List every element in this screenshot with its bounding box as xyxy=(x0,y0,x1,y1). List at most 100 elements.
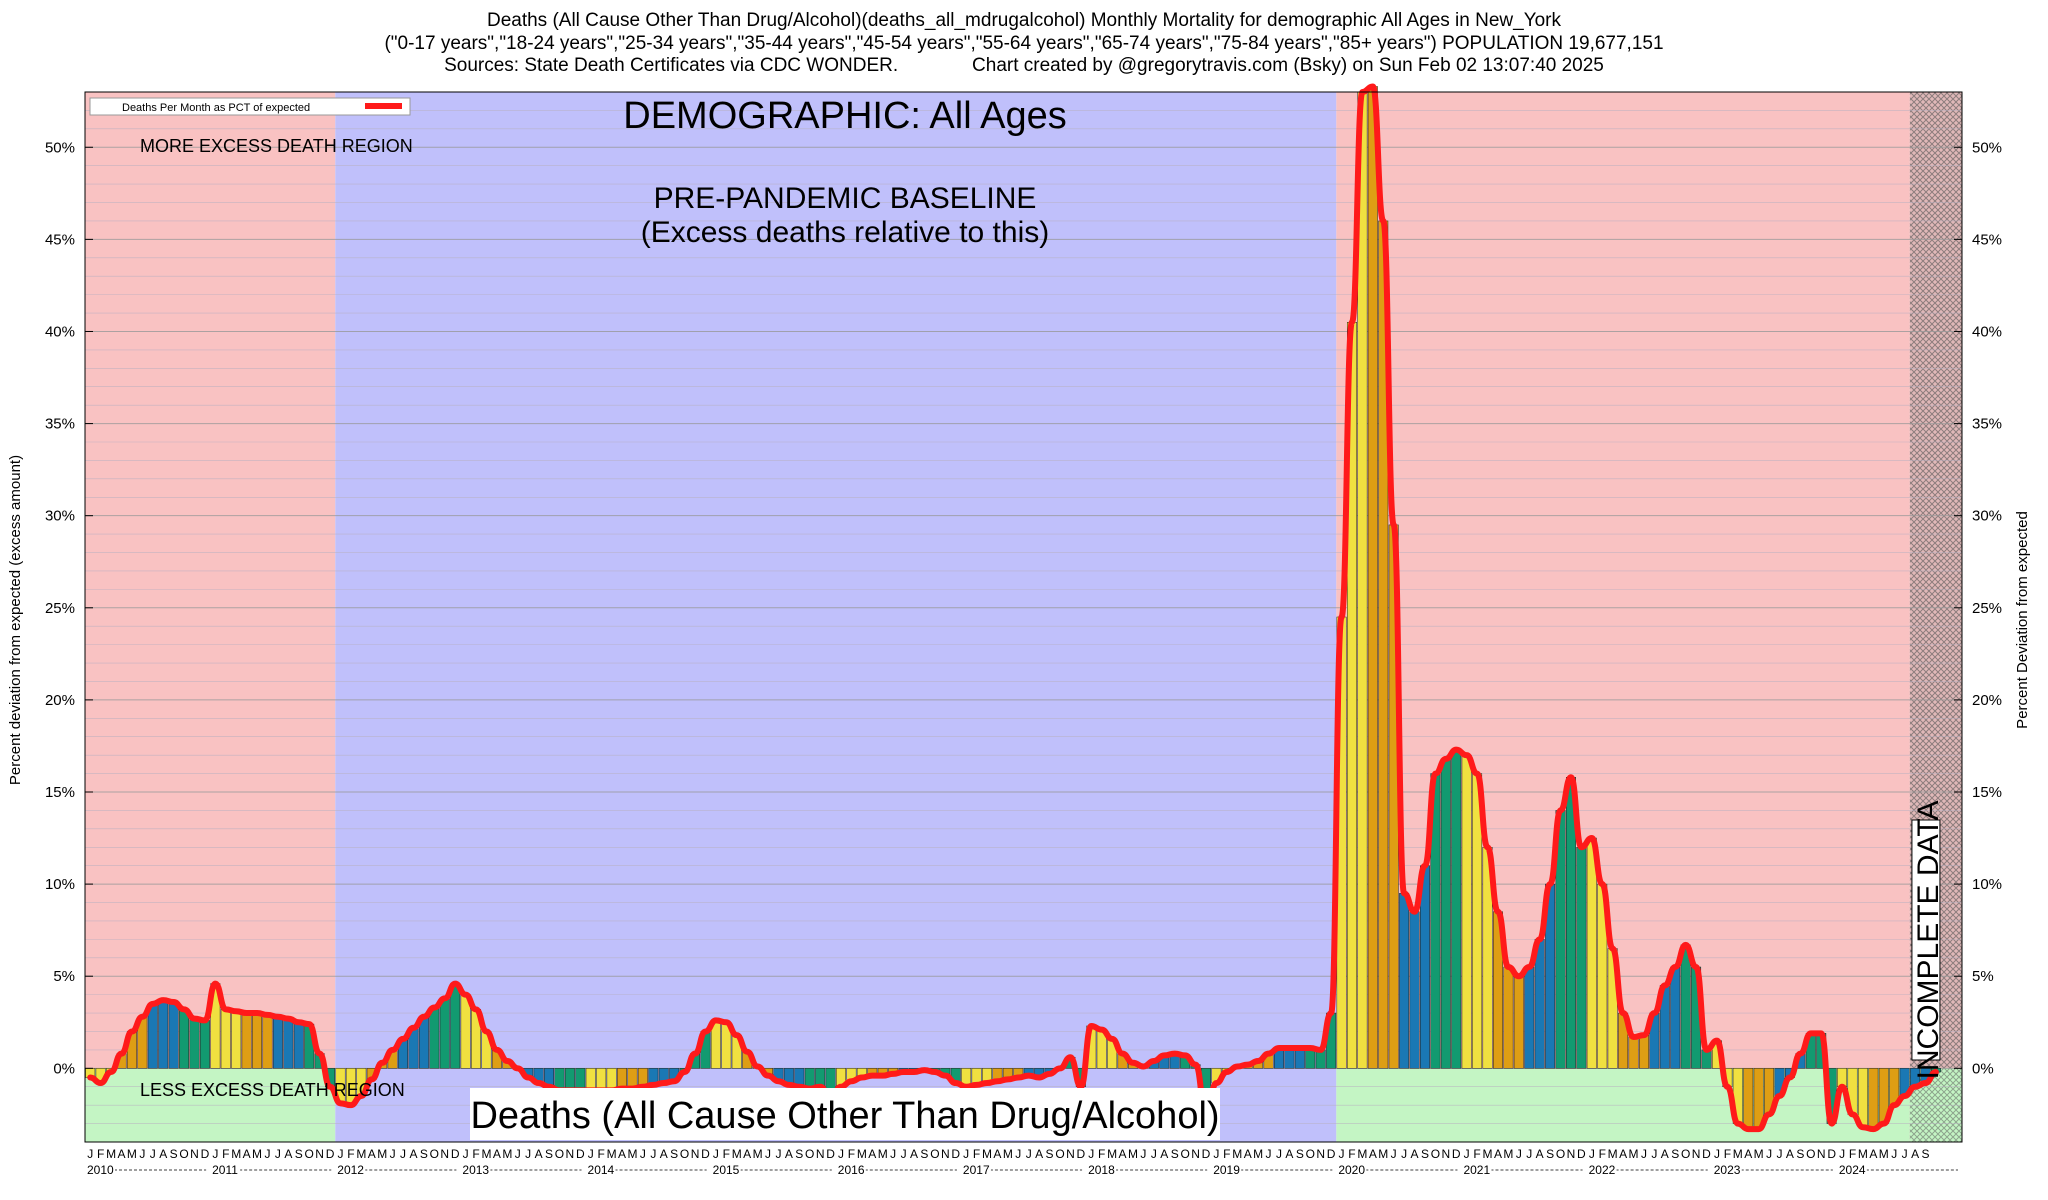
x-year-label-bg xyxy=(1211,1163,1242,1176)
y-tick-label-right: 35% xyxy=(1972,416,2002,433)
x-month-label: M xyxy=(607,1147,617,1161)
x-year-label-bg xyxy=(710,1163,741,1176)
incomplete-data-label: INCOMPLETE DATA xyxy=(1912,801,1945,1080)
x-year-label: 2019 xyxy=(1213,1163,1240,1177)
x-month-label: S xyxy=(1046,1147,1054,1161)
x-month-label: M xyxy=(1879,1147,1889,1161)
x-month-label: F xyxy=(347,1147,354,1161)
more-excess-region-label: MORE EXCESS DEATH REGION xyxy=(140,136,413,156)
less-excess-region-label: LESS EXCESS DEATH REGION xyxy=(140,1080,405,1100)
x-month-label: N xyxy=(566,1147,575,1161)
y-tick-label-left: 40% xyxy=(45,323,75,340)
x-year-label: 2013 xyxy=(462,1163,489,1177)
x-month-label: S xyxy=(1921,1147,1929,1161)
data-bar xyxy=(262,1014,273,1069)
x-month-label: M xyxy=(1357,1147,1367,1161)
x-month-label: J xyxy=(1213,1147,1219,1161)
demographic-label: DEMOGRAPHIC: All Ages xyxy=(623,95,1066,137)
chart-title-line-1: Deaths (All Cause Other Than Drug/Alcoho… xyxy=(486,10,1562,31)
x-month-label: J xyxy=(1401,1147,1407,1161)
x-month-label: F xyxy=(1724,1147,1731,1161)
x-month-label: S xyxy=(1671,1147,1679,1161)
x-month-label: J xyxy=(1839,1147,1845,1161)
data-bar xyxy=(1294,1047,1305,1069)
y-tick-label-right: 50% xyxy=(1972,139,2002,156)
x-month-label: J xyxy=(1151,1147,1157,1161)
x-month-label: A xyxy=(1035,1147,1043,1161)
y-axis-label-left: Percent deviation from expected (excess … xyxy=(7,455,24,785)
x-year-label: 2021 xyxy=(1463,1163,1490,1177)
x-month-label: N xyxy=(1316,1147,1325,1161)
x-month-label: A xyxy=(1869,1147,1877,1161)
x-month-label: J xyxy=(337,1147,343,1161)
x-month-label: S xyxy=(1296,1147,1304,1161)
data-bar xyxy=(460,994,471,1069)
x-month-label: F xyxy=(723,1147,730,1161)
x-month-label: M xyxy=(231,1147,241,1161)
x-month-label: S xyxy=(795,1147,803,1161)
x-month-label: M xyxy=(1107,1147,1117,1161)
x-year-label-bg xyxy=(835,1163,866,1176)
x-month-label: J xyxy=(1641,1147,1647,1161)
x-month-label: A xyxy=(1661,1147,1669,1161)
x-month-label: J xyxy=(139,1147,145,1161)
data-bar xyxy=(1284,1047,1295,1069)
data-bar xyxy=(1628,1036,1639,1069)
x-month-label: N xyxy=(190,1147,199,1161)
data-bar xyxy=(617,1068,627,1089)
x-month-label: J xyxy=(1015,1147,1021,1161)
x-month-label: S xyxy=(1546,1147,1554,1161)
x-month-label: J xyxy=(901,1147,907,1161)
plot-frame xyxy=(84,91,1963,1143)
x-month-label: A xyxy=(159,1147,167,1161)
x-month-label: A xyxy=(1619,1147,1627,1161)
y-tick-label-left: 30% xyxy=(45,508,75,525)
x-month-label: A xyxy=(493,1147,501,1161)
x-month-label: D xyxy=(826,1147,835,1161)
y-tick-label-right: 25% xyxy=(1972,600,2002,617)
x-month-label: J xyxy=(525,1147,531,1161)
x-month-label: A xyxy=(1911,1147,1919,1161)
x-year-label-bg xyxy=(85,1163,115,1176)
y-tick-label-right: 10% xyxy=(1972,876,2002,893)
x-month-label: D xyxy=(1577,1147,1586,1161)
x-month-label: J xyxy=(963,1147,969,1161)
x-year-label: 2020 xyxy=(1338,1163,1365,1177)
data-bar xyxy=(293,1022,304,1069)
x-month-label: J xyxy=(765,1147,771,1161)
x-month-label: J xyxy=(713,1147,719,1161)
x-month-label: J xyxy=(275,1147,281,1161)
x-month-label: J xyxy=(1526,1147,1532,1161)
x-month-label: J xyxy=(1276,1147,1282,1161)
x-month-label: A xyxy=(1160,1147,1168,1161)
x-month-label: O xyxy=(179,1147,188,1161)
y-tick-label-right: 20% xyxy=(1972,692,2002,709)
x-month-label: M xyxy=(1253,1147,1263,1161)
data-bar xyxy=(1576,847,1587,1069)
data-bar xyxy=(252,1012,263,1069)
x-month-label: A xyxy=(868,1147,876,1161)
x-month-label: O xyxy=(1180,1147,1189,1161)
data-bar xyxy=(199,1020,210,1069)
x-month-label: M xyxy=(377,1147,387,1161)
axes: 0% 0% 5% 5% 10% 10% 15% 15% 20% 20% 25% 25% 30% 30% 35… xyxy=(45,91,2002,1177)
x-month-label: J xyxy=(1339,1147,1345,1161)
data-bar xyxy=(1586,837,1597,1069)
x-month-label: S xyxy=(420,1147,428,1161)
x-month-label: A xyxy=(1411,1147,1419,1161)
x-year-label-bg xyxy=(585,1163,616,1176)
data-bar xyxy=(1409,911,1420,1069)
x-month-label: A xyxy=(743,1147,751,1161)
x-month-label: J xyxy=(1266,1147,1272,1161)
data-bar xyxy=(575,1068,586,1091)
data-bar xyxy=(1743,1068,1754,1130)
x-month-label: A xyxy=(535,1147,543,1161)
x-month-label: O xyxy=(1431,1147,1440,1161)
bottom-title: Deaths (All Cause Other Than Drug/Alcoho… xyxy=(470,1095,1219,1137)
data-bar xyxy=(179,1009,190,1069)
gridlines xyxy=(85,91,1962,1143)
x-month-label: O xyxy=(1055,1147,1064,1161)
y-tick-label-right: 45% xyxy=(1972,231,2002,248)
x-month-label: O xyxy=(430,1147,439,1161)
